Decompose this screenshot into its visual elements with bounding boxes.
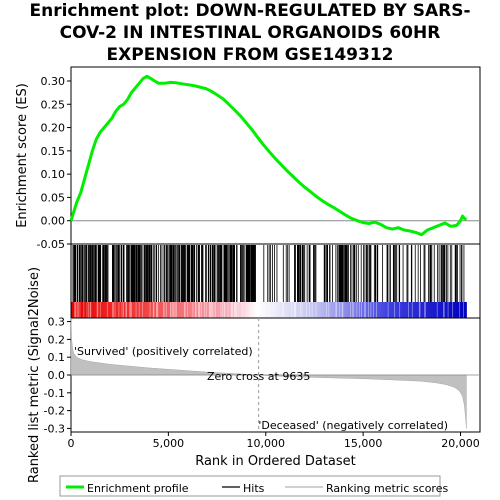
x-tick-label: 10,000 — [247, 437, 286, 450]
chart-title-line-1: Enrichment plot: DOWN-REGULATED BY SARS- — [29, 1, 471, 21]
legend-box — [59, 475, 441, 497]
chart-title-line-3: EXPENSION FROM GSE149312 — [106, 45, 394, 65]
metric-y-tick-label: -0.2 — [44, 405, 65, 418]
metric-y-tick-label: 0.1 — [48, 351, 66, 364]
chart-title: Enrichment plot: DOWN-REGULATED BY SARS-… — [0, 0, 500, 66]
x-tick-label: 0 — [68, 437, 75, 450]
metric-y-axis-label: Ranked list metric (Signal2Noise) — [27, 267, 42, 483]
negative-correlation-label: 'Deceased' (negatively correlated) — [258, 419, 448, 432]
metric-y-tick-label: -0.1 — [44, 387, 65, 400]
es-y-tick-label: 0.00 — [41, 215, 66, 228]
es-y-tick-label: 0.30 — [41, 75, 66, 88]
x-axis-label: Rank in Ordered Dataset — [195, 454, 356, 469]
positive-correlation-label: 'Survived' (positively correlated) — [74, 345, 253, 358]
x-axis: 0 5,000 10,000 15,000 20,000 Rank in Ordered … — [68, 432, 480, 469]
es-plot-frame — [70, 66, 481, 245]
es-y-tick-label: 0.05 — [41, 191, 66, 204]
metric-y-tick-label: 0.2 — [48, 333, 66, 346]
legend: Enrichment profile Hits Ranking metric sco… — [59, 475, 448, 497]
chart-title-line-2: COV-2 IN INTESTINAL ORGANOIDS 60HR — [59, 23, 441, 43]
es-series-line — [69, 74, 468, 237]
metric-y-tick-label: -0.3 — [44, 422, 65, 435]
legend-label-1: Hits — [243, 482, 265, 495]
es-y-axis-label: Enrichment score (ES) — [15, 83, 30, 228]
es-y-tick-label: 0.10 — [41, 168, 66, 181]
x-tick-label: 20,000 — [441, 437, 480, 450]
legend-label-0: Enrichment profile — [87, 482, 189, 495]
es-y-tick-label: 0.15 — [41, 145, 66, 158]
es-y-tick-label: 0.20 — [41, 122, 66, 135]
es-panel: -0.05 0.00 0.05 0.10 0.15 0.20 0.25 0.30 Enrichm… — [15, 66, 481, 251]
hits-panel — [70, 243, 481, 319]
x-tick-label: 15,000 — [344, 437, 383, 450]
legend-label-2: Ranking metric scores — [326, 482, 448, 495]
es-y-tick-label: -0.05 — [37, 238, 65, 251]
es-y-tick-label: 0.25 — [41, 98, 66, 111]
metric-y-tick-label: 0.0 — [48, 369, 66, 382]
zero-cross-label: Zero cross at 9635 — [207, 370, 310, 383]
x-tick-label: 5,000 — [153, 437, 185, 450]
metric-y-tick-label: 0.3 — [48, 316, 66, 329]
metric-area — [70, 317, 467, 429]
metric-panel: -0.3 -0.2 -0.1 0.0 0.1 0.2 0.3 Ranked list metr… — [27, 267, 481, 483]
